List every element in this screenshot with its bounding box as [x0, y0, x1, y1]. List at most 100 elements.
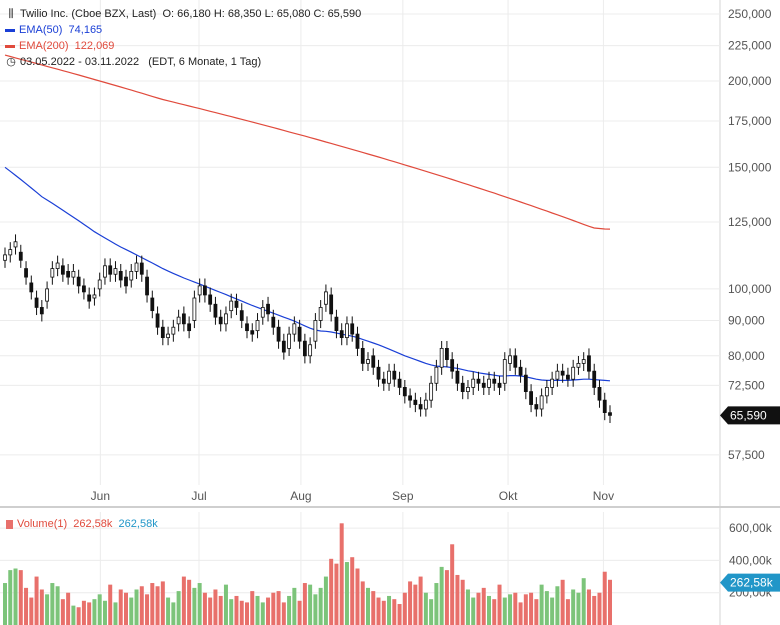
volume-bar	[550, 597, 555, 625]
candle-body	[571, 366, 576, 380]
candle-body	[187, 323, 192, 332]
volume-bar	[39, 589, 44, 625]
price-tick-label: 72,500	[728, 378, 765, 392]
volume-bar	[250, 591, 255, 625]
candle-body	[13, 241, 18, 248]
candle-body	[71, 270, 76, 278]
volume-bar	[292, 587, 297, 625]
volume-bar	[202, 592, 207, 625]
last-volume-tag-shape	[720, 573, 780, 592]
price-tick-label: 57,500	[728, 448, 765, 462]
candles	[3, 234, 612, 423]
candle-body	[360, 347, 365, 364]
candle-body	[192, 297, 197, 321]
candle-body	[544, 386, 549, 397]
ema200-series	[4, 54, 611, 230]
candle-body	[181, 313, 186, 325]
ema50-swatch-icon	[5, 28, 15, 32]
volume-bar	[181, 576, 186, 625]
candle-body	[160, 326, 165, 339]
volume-bar	[355, 568, 360, 625]
price-tick-label: 175,000	[728, 114, 772, 128]
candle-body	[66, 270, 71, 278]
volume-tick-label: 400,00k	[729, 553, 773, 567]
candle-body	[234, 300, 239, 308]
candle-body	[76, 276, 81, 287]
volume-bar	[81, 600, 86, 625]
candle-body	[24, 268, 28, 278]
volume-bar	[518, 602, 523, 625]
volume-bar	[408, 581, 413, 625]
candle-body	[118, 270, 123, 281]
volume-bar	[513, 592, 518, 625]
candle-body	[324, 291, 328, 305]
candle-body	[97, 279, 102, 290]
candle-body	[602, 399, 607, 413]
volume-bar	[371, 591, 376, 625]
candle-body	[276, 326, 281, 342]
candle-body	[502, 359, 507, 384]
candle-body	[350, 323, 355, 335]
candle-body	[266, 303, 270, 315]
price-tick-label: 90,000	[728, 313, 765, 327]
ema200-line	[4, 54, 611, 230]
candle-body	[366, 359, 370, 364]
price-tick-label: 250,000	[728, 7, 772, 21]
volume-bar	[471, 597, 476, 625]
volume-bar	[429, 599, 434, 625]
volume-bar	[439, 566, 444, 625]
volume-bar	[476, 592, 481, 625]
candle-body	[566, 374, 570, 380]
candle-body	[576, 362, 581, 368]
candle-body	[466, 386, 470, 392]
volume-bar	[481, 587, 486, 625]
legend-volume[interactable]: Volume(1) 262,58k 262,58k	[6, 516, 158, 532]
volume-bar	[113, 602, 118, 625]
candle-body	[445, 347, 449, 360]
volume-bar	[197, 583, 202, 625]
volume-bar	[502, 597, 507, 625]
volume-bar	[192, 587, 197, 625]
volume-bar	[376, 597, 381, 625]
candle-body	[392, 370, 397, 380]
price-axis: 250,000 225,000 200,000 175,000 150,000 125,0…	[728, 7, 772, 462]
candle-body	[87, 294, 92, 302]
candle-body	[203, 285, 207, 296]
volume-bar	[492, 599, 497, 625]
candle-body	[218, 316, 223, 325]
candle-body	[534, 404, 539, 410]
volume-bar	[55, 586, 60, 625]
volume-bar	[50, 583, 55, 625]
candle-body	[297, 326, 302, 342]
volume-bar	[539, 584, 544, 625]
volume-bar	[229, 599, 234, 625]
price-tick-label: 150,000	[728, 160, 772, 174]
symbol-title: Twilio Inc. (Cboe BZX, Last)	[20, 8, 157, 21]
candle-body	[197, 285, 202, 296]
date-range: 03.05.2022 - 03.11.2022	[20, 56, 140, 69]
ema200-value: 122,069	[74, 40, 115, 53]
value-tags: 65,590 262,58k	[720, 406, 780, 592]
ema50-value: 74,165	[68, 24, 103, 37]
volume-bar	[529, 592, 534, 625]
volume-bar	[555, 586, 560, 625]
volume-bar	[402, 592, 407, 625]
legend-ema50[interactable]: EMA(50) 74,165	[5, 22, 102, 38]
volume-swatch-icon	[6, 519, 13, 529]
candle-body	[45, 288, 49, 302]
volume-bar	[171, 602, 176, 625]
volume-bar	[3, 583, 7, 625]
range-note: (EDT, 6 Monate, 1 Tag)	[148, 56, 262, 69]
volume-bar	[255, 595, 260, 625]
volume-bar	[413, 584, 418, 625]
legend-ema200[interactable]: EMA(200) 122,069	[5, 38, 114, 54]
volume-bar	[460, 579, 465, 625]
volume-bar	[465, 589, 470, 625]
candle-body	[339, 330, 344, 339]
volume-bar	[102, 600, 107, 625]
time-tick-label: Nov	[593, 489, 614, 503]
price-tick-label: 200,000	[728, 74, 772, 88]
volume-bar	[329, 558, 334, 625]
volume-bar	[508, 594, 513, 625]
